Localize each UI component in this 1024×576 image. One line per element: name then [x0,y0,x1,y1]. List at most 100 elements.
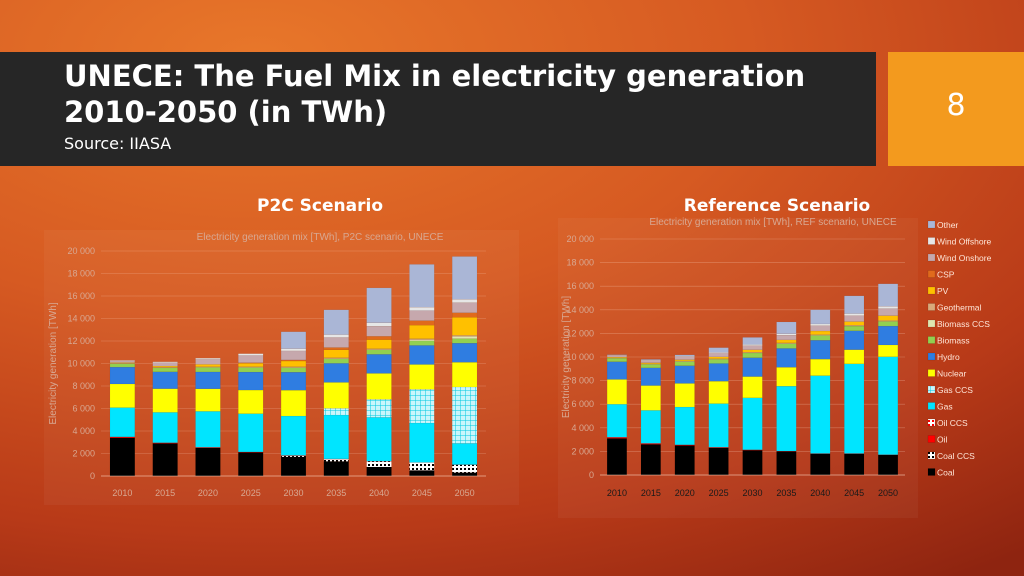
reference-heading: Reference Scenario [683,196,871,216]
ref-y-tick-label: 14 000 [566,305,594,315]
ref-x-tick-label: 2025 [709,488,729,498]
ref-segment-wind-onshore [810,325,831,332]
ref-segment-nuclear [810,358,831,376]
ref-segment-geothermal [708,358,729,360]
ref-segment-wind-onshore [776,335,797,341]
p2c-segment-wind-offshore [366,322,392,327]
p2c-segment-csp [366,336,392,340]
ref-segment-nuclear [708,381,729,404]
ref-segment-pv [878,315,899,321]
p2c-heading: P2C Scenario [257,196,383,216]
reference-chart: Electricity generation mix [TWh], REF sc… [558,217,918,518]
p2c-bar-2045 [409,264,435,477]
p2c-segment-coal [195,447,221,477]
ref-bar-2010 [606,354,627,476]
ref-bar-2035 [776,321,797,476]
ref-segment-pv [640,362,661,364]
legend-swatch [927,385,936,394]
p2c-segment-wind-onshore [452,302,478,313]
p2c-segment-coal [366,466,392,477]
ref-segment-wind-onshore [708,353,729,358]
legend-swatch [927,303,936,311]
p2c-bar-2050 [452,256,478,477]
ref-segment-wind-offshore [742,344,763,346]
legend-label: Other [937,220,958,230]
p2c-segment-nuclear [238,389,264,414]
p2c-segment-hydro [323,363,349,383]
p2c-segment-hydro [280,372,307,391]
ref-segment-wind-onshore [640,360,661,363]
p2c-y-tick-label: 16 000 [67,291,95,301]
p2c-segment-nuclear [323,382,349,409]
ref-segment-hydro [606,361,627,380]
ref-segment-hydro [742,357,763,377]
legend-swatch [927,253,936,262]
ref-segment-hydro [640,367,661,386]
p2c-segment-nuclear [280,390,307,417]
legend-label: CSP [937,270,955,280]
p2c-segment-gas-ccs [366,399,392,418]
p2c-segment-other [452,256,478,300]
legend-swatch [927,270,936,278]
legend-label: Oil CCS [937,418,968,428]
ref-segment-coal [674,445,695,476]
ref-segment-coal [742,450,763,476]
legend-item-pv: PV [927,286,949,296]
ref-segment-other [810,309,831,325]
ref-y-tick-label: 10 000 [566,352,594,362]
ref-segment-coal [606,438,627,476]
ref-segment-biomass [606,358,627,362]
ref-segment-gas [674,406,695,445]
ref-segment-gas [844,363,865,454]
p2c-segment-csp [323,347,349,350]
legend-item-wind-onshore: Wind Onshore [927,253,992,263]
p2c-segment-biomass [323,358,349,364]
p2c-segment-gas [152,412,178,443]
p2c-segment-gas [280,415,307,456]
ref-segment-other [878,283,899,307]
p2c-segment-coal [280,456,307,477]
p2c-segment-csp [280,359,307,362]
p2c-segment-biomass [280,367,307,373]
p2c-bar-2035 [323,309,349,477]
p2c-x-tick-label: 2020 [198,488,218,498]
ref-segment-wind-onshore [878,308,899,316]
legend-swatch [927,319,936,328]
legend-label: Gas [937,402,953,412]
legend-item-biomass-ccs: Biomass CCS [927,319,990,329]
ref-bar-2025 [708,347,729,476]
p2c-x-tick-label: 2040 [369,488,389,498]
p2c-segment-nuclear [366,373,392,400]
legend-item-gas-ccs: Gas CCS [927,385,973,395]
p2c-y-tick-label: 4 000 [72,426,95,436]
p2c-segment-wind-offshore [152,361,178,363]
ref-segment-pv [844,321,865,326]
p2c-segment-biomass [109,363,135,368]
legend-item-geothermal: Geothermal [927,303,982,313]
ref-bar-2015 [640,359,661,476]
p2c-segment-pv [195,364,221,367]
p2c-segment-csp [452,312,478,318]
ref-segment-nuclear [878,344,899,357]
ref-y-tick-label: 0 [589,470,594,480]
p2c-segment-biomass [409,340,435,346]
ref-segment-nuclear [606,379,627,405]
legend-label: Gas CCS [937,385,973,395]
p2c-segment-wind-onshore [409,310,435,321]
ref-segment-gas [606,404,627,438]
p2c-segment-biomass-ccs [409,339,435,342]
ref-segment-coal [810,453,831,476]
legend-item-biomass: Biomass [927,336,970,346]
legend-label: Geothermal [937,303,982,313]
ref-segment-pv [742,349,763,353]
p2c-segment-biomass [366,349,392,355]
p2c-segment-pv [323,349,349,358]
p2c-segment-wind-onshore [152,362,178,367]
ref-y-tick-label: 8 000 [571,376,594,386]
ref-segment-wind-offshore [776,333,797,336]
ref-segment-hydro [776,348,797,368]
p2c-segment-hydro [409,345,435,365]
p2c-segment-wind-offshore [452,299,478,303]
p2c-segment-wind-offshore [280,348,307,352]
p2c-segment-coal-ccs [323,458,349,462]
